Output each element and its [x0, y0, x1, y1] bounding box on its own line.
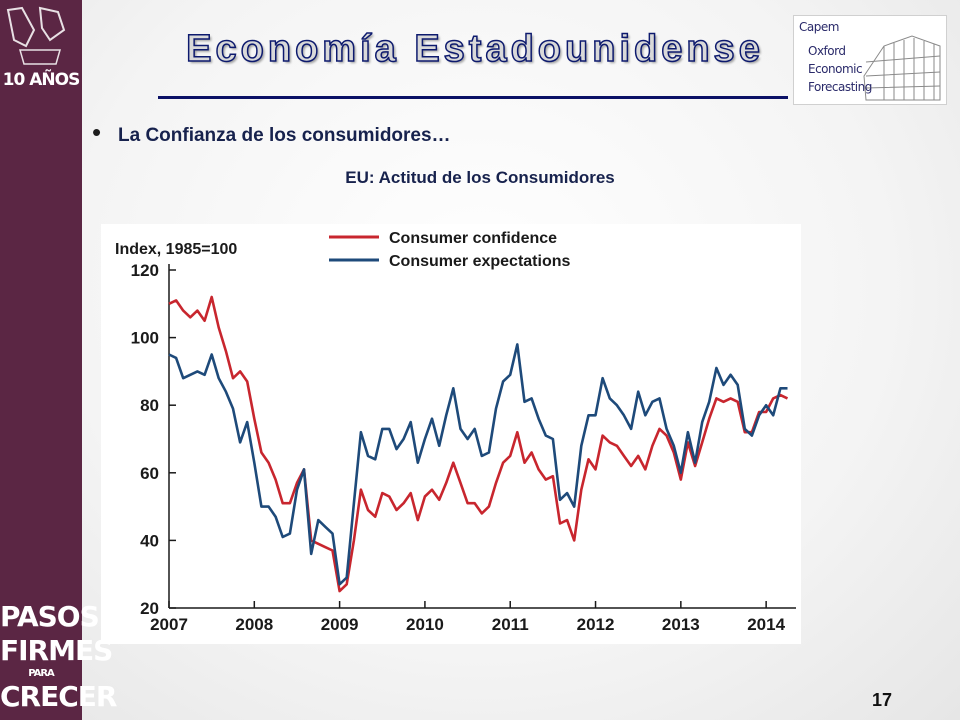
legend-label: Consumer expectations: [389, 253, 570, 270]
slogan-line-2: FIRMES: [0, 634, 113, 667]
chart-caption: EU: Actitud de los Consumidores: [345, 168, 615, 187]
slogan-line-4: CRECER: [0, 680, 117, 713]
building-illustration-icon: [863, 35, 941, 101]
x-tick-label: 2007: [150, 615, 188, 634]
y-tick-label: 20: [140, 599, 159, 618]
y-axis-label: Index, 1985=100: [115, 241, 237, 258]
chart-panel: 20 40 60 80 100 120 2007 2008 2009 2010 2011 2012 20…: [101, 224, 801, 644]
x-tick-label: 2011: [492, 615, 529, 634]
y-tick-label: 60: [140, 464, 159, 483]
anniversary-text: 10 AÑOS: [2, 70, 81, 90]
y-tick-label: 120: [131, 261, 159, 280]
x-tick-label: 2013: [662, 615, 700, 634]
slogan-line-3: PARA: [28, 668, 55, 679]
sidebar-band: 10 AÑOS PASOS FIRMES PARA CRECER: [0, 0, 117, 720]
logo-line-3: Economic: [808, 62, 863, 76]
oxford-economics-logo: Capem Oxford Economic Forecasting: [793, 15, 947, 105]
x-tick-label: 2009: [321, 615, 359, 634]
logo-line-4: Forecasting: [808, 80, 872, 94]
series-line: [168, 343, 788, 586]
title-underline: [158, 96, 788, 99]
bullet-text: La Confianza de los consumidores…: [118, 125, 451, 146]
slogan-block: PASOS FIRMES PARA CRECER: [0, 600, 117, 720]
x-tick-label: 2014: [747, 615, 785, 634]
y-tick-label: 80: [140, 396, 159, 415]
series-line: [168, 295, 789, 593]
bullet-dot-icon: •: [92, 117, 102, 147]
anniversary-logo: [6, 6, 66, 65]
slide-title: Economía Estadounidense: [185, 27, 764, 71]
x-tick-label: 2010: [406, 615, 444, 634]
y-tick-label: 40: [140, 531, 159, 550]
line-chart: 20 40 60 80 100 120 2007 2008 2009 2010 2011 2012 20…: [115, 230, 796, 634]
slogan-line-1: PASOS: [0, 600, 100, 633]
legend-label: Consumer confidence: [389, 230, 557, 247]
page-number: 17: [872, 690, 893, 710]
logo-line-2: Oxford: [808, 44, 846, 58]
logo-line-1: Capem: [799, 20, 839, 34]
x-tick-label: 2008: [235, 615, 273, 634]
y-tick-label: 100: [131, 329, 159, 348]
x-tick-label: 2012: [577, 615, 615, 634]
